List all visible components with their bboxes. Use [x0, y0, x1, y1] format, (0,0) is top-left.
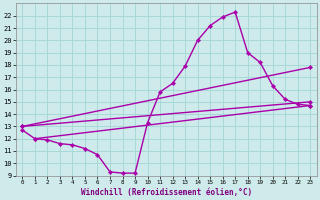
X-axis label: Windchill (Refroidissement éolien,°C): Windchill (Refroidissement éolien,°C)	[81, 188, 252, 197]
